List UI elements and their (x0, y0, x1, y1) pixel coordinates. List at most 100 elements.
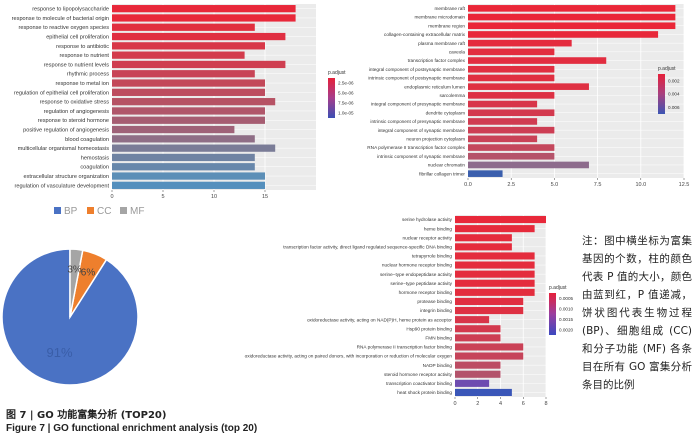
figure-note: 注：图中横坐标为富集基因的个数，柱的颜色代表 P 值的大小，颜色由蓝到红，P 值… (582, 235, 692, 391)
category-label: membrane region (428, 23, 465, 28)
x-tick-label: 10.0 (635, 182, 646, 188)
category-label: nuclear chromatin (428, 163, 466, 168)
x-tick-label: 2.5 (507, 182, 515, 188)
legend-label: 0.0010 (559, 306, 573, 311)
legend-label: 0.006 (668, 105, 680, 110)
category-label: serine−type peptidase activity (390, 281, 452, 286)
bar (455, 334, 501, 342)
category-label: sarcolemma (439, 93, 465, 98)
bar (112, 172, 265, 180)
category-label: hemostasis (81, 155, 109, 161)
category-label: response to reactive oxygen species (19, 25, 110, 31)
bar (468, 126, 555, 134)
x-tick-label: 0.0 (464, 182, 472, 188)
bar (455, 279, 535, 287)
legend-label: 0.0020 (559, 327, 573, 332)
bar (112, 116, 265, 124)
legend-swatch (120, 207, 127, 214)
bar (468, 152, 555, 160)
bar (468, 5, 676, 12)
legend-swatch (54, 207, 61, 214)
category-label: oxidoreductase activity, acting on NAD(P… (307, 317, 452, 322)
bar (468, 48, 555, 56)
category-label: integrin binding (420, 308, 452, 313)
legend-label: 1.0e-05 (338, 111, 354, 116)
bar (112, 144, 276, 152)
category-label: response to nutrient (60, 53, 110, 59)
legend-label: 0.0015 (559, 317, 573, 322)
bar (455, 234, 512, 242)
bar (455, 252, 535, 260)
category-label: intrinsic component of presynaptic membr… (370, 119, 465, 124)
category-label: response to lipopolysaccharide (32, 7, 109, 13)
bar (112, 79, 265, 87)
x-tick-label: 8 (544, 401, 547, 407)
bar (455, 270, 535, 278)
category-label: RNA polymerase II transcription factor c… (367, 145, 465, 150)
bar (468, 135, 538, 143)
category-label: regulation of vasculature development (14, 183, 109, 189)
category-label: response to antibiotic (56, 44, 109, 50)
bar (112, 88, 265, 96)
category-label: endoplasmic reticulum lumen (404, 84, 465, 89)
legend-label: CC (97, 206, 111, 217)
legend-title: p.adjust (658, 66, 676, 72)
x-tick-label: 6 (522, 401, 525, 407)
category-label: hormone receptor binding (399, 290, 453, 295)
category-label: heme binding (424, 226, 453, 231)
legend-label: 2.5e-06 (338, 81, 354, 86)
bar (455, 370, 501, 378)
category-label: membrane microdomain (414, 15, 465, 20)
legend-label: MF (130, 206, 144, 217)
legend-colorbar (658, 74, 665, 114)
bar (455, 307, 524, 315)
bar-chart-bp: response to lipopolysaccharide response t… (12, 4, 354, 200)
category-label: response to molecule of bacterial origin (12, 16, 109, 22)
bar (468, 109, 555, 117)
legend-label: 7.5e-06 (338, 101, 354, 106)
category-label: intrinsic component of postsynaptic memb… (368, 76, 465, 81)
pie-data-label: 3% (67, 264, 82, 275)
x-tick-label: 15 (262, 194, 268, 200)
pie-data-label: 91% (47, 345, 73, 360)
category-label: fibrillar collagen trimer (419, 171, 465, 176)
category-label: tetrapyrrole binding (412, 254, 453, 259)
bar (455, 379, 490, 387)
x-tick-label: 12.5 (679, 182, 690, 188)
bar (468, 83, 589, 90)
bar (455, 288, 535, 296)
category-label: Hsp90 protein binding (406, 326, 452, 331)
x-tick-label: 0 (110, 194, 113, 200)
x-tick-label: 5 (161, 194, 164, 200)
category-label: integral component of presynaptic membra… (371, 102, 465, 107)
bar (455, 261, 535, 269)
bar (455, 316, 490, 324)
bar (112, 70, 255, 78)
category-label: extracellular structure organization (23, 174, 109, 180)
category-label: oxidoreductase activity, acting on paire… (245, 354, 453, 359)
pie-slice-mf (69, 248, 84, 318)
category-label: transcription coactivator binding (386, 381, 452, 386)
category-label: NADP binding (423, 363, 453, 368)
legend-label: 0.004 (668, 92, 680, 97)
legend-title: p.adjust (549, 285, 567, 291)
bar (112, 32, 286, 41)
category-label: integral component of postsynaptic membr… (369, 67, 466, 72)
figure-caption-cn: 图 7 | GO 功能富集分析 (TOP20) (6, 410, 167, 421)
category-label: transcription factor activity, direct li… (283, 244, 452, 249)
bar (112, 153, 255, 162)
category-label: epithelial cell proliferation (46, 35, 109, 41)
bar (112, 60, 286, 69)
category-label: regulation of angiogenesis (44, 109, 110, 115)
category-label: intrinsic component of synaptic membrane (377, 154, 465, 159)
bar (455, 325, 501, 333)
bar (468, 100, 538, 108)
bar (468, 74, 555, 82)
category-label: heat shock protein binding (397, 390, 452, 395)
x-tick-label: 0 (453, 401, 456, 407)
category-label: protease binding (417, 299, 452, 304)
pie-data-label: 6% (81, 267, 96, 278)
bar (468, 118, 538, 125)
x-tick-label: 4 (499, 401, 502, 407)
